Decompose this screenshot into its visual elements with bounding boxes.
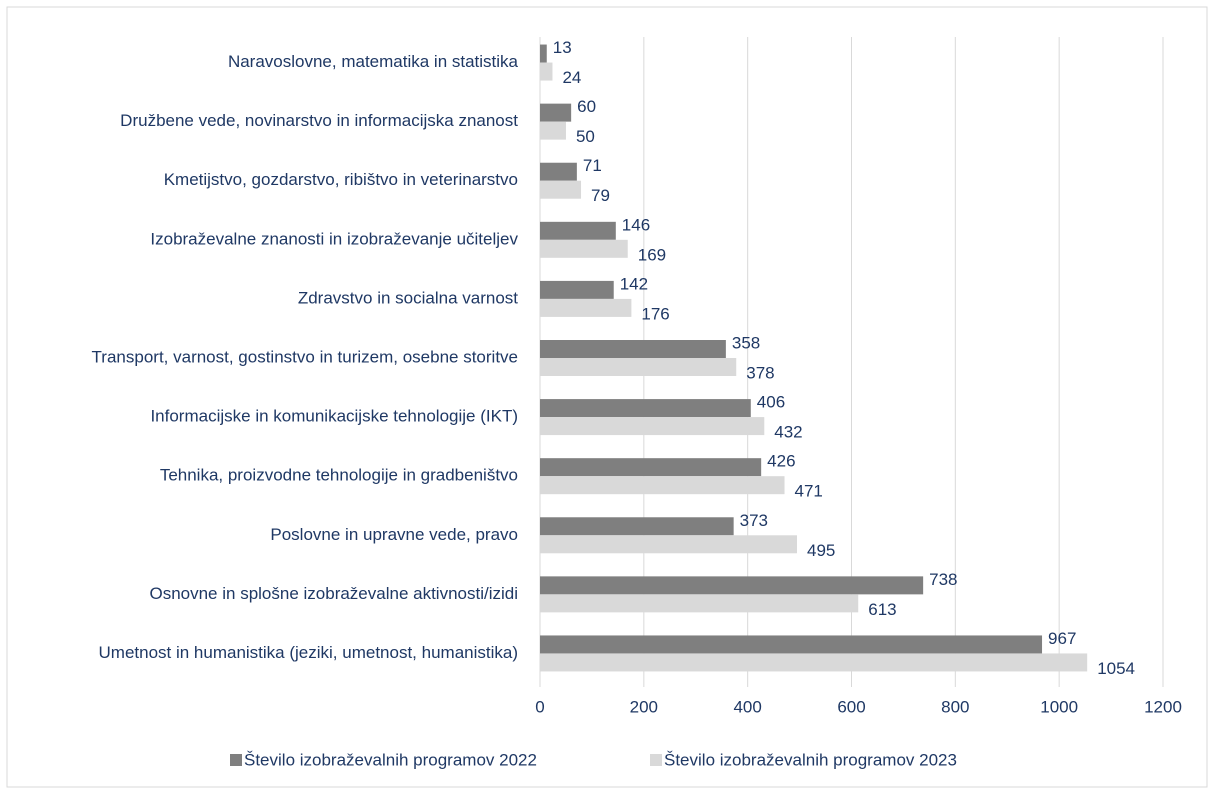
y-tick-label: Informacijske in komunikacijske tehnolog… bbox=[150, 407, 518, 426]
legend-label: Število izobraževalnih programov 2023 bbox=[664, 750, 957, 769]
bar bbox=[540, 280, 614, 299]
data-label: 24 bbox=[562, 68, 581, 87]
x-tick-label: 800 bbox=[941, 697, 969, 716]
bar bbox=[540, 576, 924, 595]
data-label: 176 bbox=[641, 304, 669, 323]
data-label: 967 bbox=[1048, 629, 1076, 648]
data-label: 426 bbox=[767, 452, 795, 471]
y-tick-label: Poslovne in upravne vede, pravo bbox=[270, 525, 518, 544]
y-tick-label: Tehnika, proizvodne tehnologije in gradb… bbox=[160, 466, 518, 485]
legend-swatch bbox=[230, 754, 242, 766]
bar bbox=[540, 399, 751, 418]
y-tick-label: Transport, varnost, gostinstvo in turize… bbox=[92, 347, 518, 366]
data-label: 13 bbox=[553, 38, 572, 57]
y-tick-label: Osnovne in splošne izobraževalne aktivno… bbox=[149, 584, 518, 603]
bar bbox=[540, 535, 797, 554]
data-label: 50 bbox=[576, 127, 595, 146]
x-tick-label: 200 bbox=[630, 697, 658, 716]
bar bbox=[540, 62, 553, 81]
bar bbox=[540, 340, 726, 358]
bar bbox=[540, 635, 1043, 654]
data-label: 378 bbox=[746, 363, 774, 382]
data-label: 738 bbox=[929, 570, 957, 589]
bar bbox=[540, 653, 1088, 672]
data-label: 432 bbox=[774, 423, 802, 442]
data-label: 169 bbox=[638, 245, 666, 264]
bar bbox=[540, 180, 582, 199]
data-label: 146 bbox=[622, 215, 650, 234]
y-tick-label: Umetnost in humanistika (jeziki, umetnos… bbox=[99, 643, 519, 662]
bar bbox=[540, 594, 859, 613]
data-label: 471 bbox=[795, 482, 823, 501]
x-tick-label: 0 bbox=[535, 697, 544, 716]
bar bbox=[540, 476, 785, 495]
bar bbox=[540, 517, 734, 536]
bar bbox=[540, 121, 566, 140]
bar bbox=[540, 44, 547, 63]
data-label: 79 bbox=[591, 186, 610, 205]
y-tick-label: Družbene vede, novinarstvo in informacij… bbox=[120, 111, 518, 130]
y-tick-label: Naravoslovne, matematika in statistika bbox=[228, 52, 519, 71]
bar bbox=[540, 358, 737, 376]
data-label: 71 bbox=[583, 156, 602, 175]
bar bbox=[540, 417, 765, 436]
data-label: 60 bbox=[577, 97, 596, 116]
bar bbox=[540, 103, 572, 122]
data-label: 373 bbox=[740, 511, 768, 530]
legend-label: Število izobraževalnih programov 2022 bbox=[244, 750, 537, 769]
data-label: 406 bbox=[757, 393, 785, 412]
y-tick-label: Izobraževalne znanosti in izobraževanje … bbox=[150, 229, 518, 248]
legend-swatch bbox=[650, 754, 662, 766]
data-label: 1054 bbox=[1097, 659, 1135, 678]
data-label: 613 bbox=[868, 600, 896, 619]
x-tick-label: 1000 bbox=[1040, 697, 1078, 716]
bar bbox=[540, 458, 762, 477]
data-label: 358 bbox=[732, 333, 760, 352]
data-label: 495 bbox=[807, 541, 835, 560]
bar bbox=[540, 221, 616, 240]
x-tick-label: 1200 bbox=[1144, 697, 1182, 716]
x-tick-label: 400 bbox=[733, 697, 761, 716]
y-tick-label: Kmetijstvo, gozdarstvo, ribištvo in vete… bbox=[164, 170, 518, 189]
bar bbox=[540, 298, 632, 317]
y-tick-label: Zdravstvo in socialna varnost bbox=[298, 288, 518, 307]
bar bbox=[540, 162, 577, 181]
data-label: 142 bbox=[620, 274, 648, 293]
bar bbox=[540, 239, 628, 258]
x-tick-label: 600 bbox=[837, 697, 865, 716]
